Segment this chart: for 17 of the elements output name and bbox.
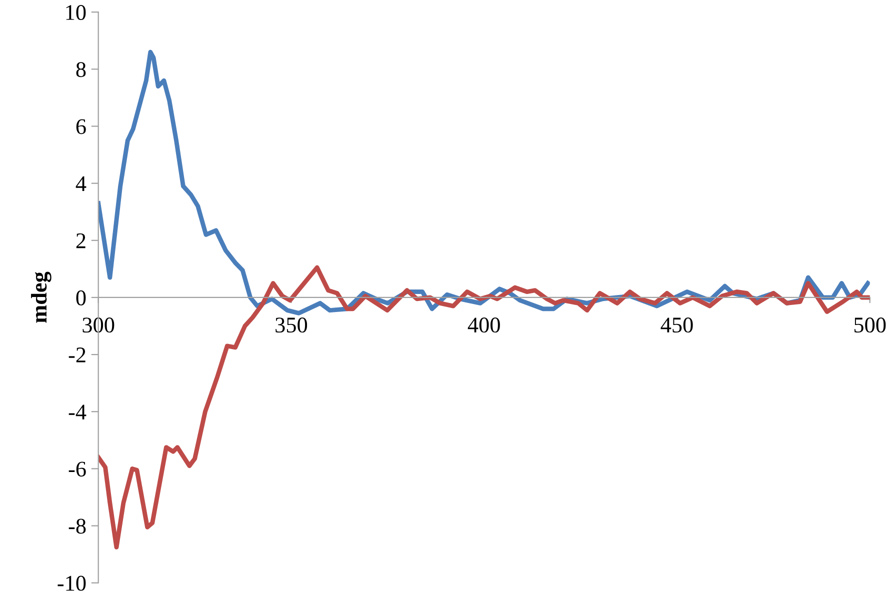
- x-tick-label: 350: [276, 318, 308, 333]
- y-tick-label: 2: [76, 233, 86, 248]
- y-tick-label: 6: [76, 119, 86, 134]
- y-tick-label: -2: [68, 348, 86, 362]
- y-tick-label: -4: [68, 404, 86, 420]
- y-tick-label: -6: [68, 462, 86, 477]
- y-axis-title: mdeg: [31, 272, 52, 323]
- y-tick-label: -8: [68, 518, 86, 534]
- x-tick-label: 400: [468, 318, 500, 333]
- y-tick-label: -10: [58, 576, 86, 591]
- x-tick-label: 500: [854, 318, 886, 333]
- y-tick-label: 10: [66, 5, 86, 20]
- x-tick-label: 450: [660, 318, 693, 333]
- x-tick-label: 300: [82, 318, 114, 333]
- y-tick-label: 0: [76, 290, 86, 306]
- y-tick-label: 4: [76, 176, 86, 192]
- y-tick-label: 8: [76, 62, 86, 78]
